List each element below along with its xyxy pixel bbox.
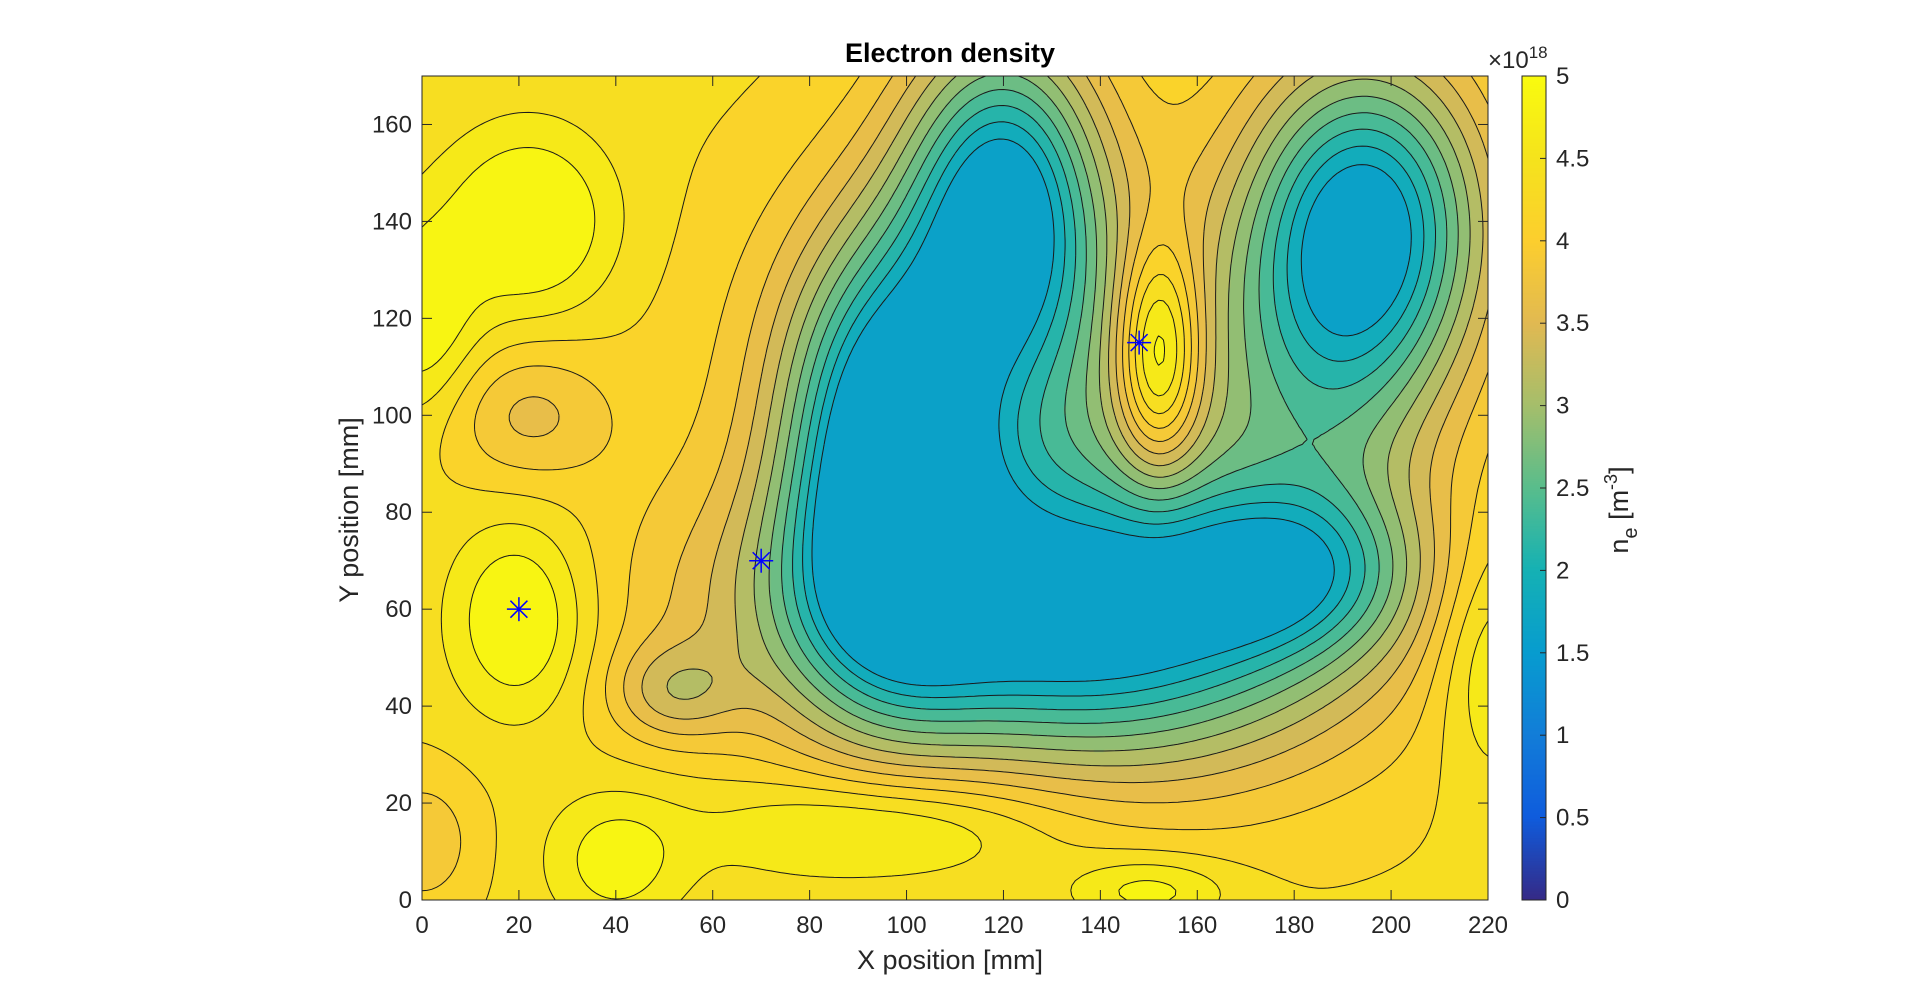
x-tick-label: 60 [699, 912, 726, 939]
x-tick-label: 0 [415, 912, 428, 939]
colorbar: 0 0.5 1 1.5 2 2.5 3 3.5 4 4.5 5 ×1018 ne [m-3] [1488, 43, 1642, 914]
x-axis: 0 20 40 60 80 100 120 140 160 180 200 220 [415, 76, 1508, 939]
asterisk-marker [749, 548, 774, 573]
x-tick-label: 100 [887, 912, 927, 939]
x-axis-label: X position [mm] [857, 945, 1043, 975]
colorbar-tick-label: 4.5 [1556, 145, 1589, 172]
colorbar-tick-label: 5 [1556, 63, 1569, 90]
markers [506, 330, 1152, 622]
colorbar-label: ne [m-3] [1601, 466, 1642, 553]
contour-line [811, 138, 1412, 687]
contour-line [666, 75, 1484, 767]
x-tick-label: 40 [602, 912, 629, 939]
x-tick-label: 140 [1080, 912, 1120, 939]
contour-line [421, 75, 1489, 901]
colorbar-tick-label: 0.5 [1556, 805, 1589, 832]
contour-line [768, 75, 1459, 738]
contour-line [421, 147, 1177, 901]
colorbar-label-subscript: e [1620, 527, 1642, 538]
y-tick-label: 120 [372, 305, 412, 332]
contour-line [421, 111, 1489, 901]
x-tick-label: 160 [1177, 912, 1217, 939]
colorbar-tick-label: 2 [1556, 557, 1569, 584]
contour-line [802, 121, 1425, 699]
colorbar-label-main: n [1604, 539, 1634, 554]
contour-line [421, 75, 1489, 892]
y-tick-label: 20 [385, 790, 412, 817]
x-tick-label: 80 [796, 912, 823, 939]
y-tick-label: 100 [372, 402, 412, 429]
y-tick-label: 160 [372, 111, 412, 138]
colorbar-tick-label: 3.5 [1556, 310, 1589, 337]
colorbar-tick-label: 3 [1556, 393, 1569, 420]
colorbar-label-unit-close: ] [1604, 466, 1634, 474]
colorbar-multiplier-base: ×10 [1488, 47, 1529, 74]
y-tick-label: 140 [372, 208, 412, 235]
x-tick-label: 220 [1468, 912, 1508, 939]
plot-frame [421, 75, 1489, 901]
y-tick-label: 0 [399, 887, 412, 914]
contour-line [641, 75, 1489, 784]
asterisk-marker [1127, 330, 1152, 355]
colorbar-tick-label: 2.5 [1556, 475, 1589, 502]
x-tick-label: 180 [1274, 912, 1314, 939]
colorbar-tick-label: 1.5 [1556, 640, 1589, 667]
y-tick-label: 60 [385, 596, 412, 623]
asterisk-marker [506, 597, 531, 622]
colorbar-tick-label: 0 [1556, 887, 1569, 914]
y-axis-label: Y position [mm] [334, 417, 364, 603]
colorbar-multiplier-exponent: 18 [1529, 43, 1548, 62]
contour-lines [421, 75, 1489, 901]
contour-fill [422, 76, 1488, 900]
contour-line [753, 75, 1471, 752]
colorbar-tick-label: 1 [1556, 722, 1569, 749]
colorbar-tick-label: 4 [1556, 228, 1569, 255]
colorbar-label-unit-open: [m [1604, 490, 1634, 528]
y-axis: 0 20 40 60 80 100 120 140 160 [372, 111, 1488, 914]
chart-title: Electron density [845, 38, 1055, 68]
colorbar-label-unit-exponent: -3 [1601, 474, 1621, 490]
y-tick-label: 40 [385, 693, 412, 720]
colorbar-ticks: 0 0.5 1 1.5 2 2.5 3 3.5 4 4.5 5 [1540, 63, 1589, 914]
x-tick-label: 200 [1371, 912, 1411, 939]
x-tick-label: 120 [983, 912, 1023, 939]
contour-line [792, 105, 1436, 711]
contour-line [781, 89, 1448, 724]
plot-area [421, 75, 1489, 901]
contour-line [508, 75, 1489, 804]
colorbar-multiplier: ×1018 [1488, 43, 1548, 74]
y-tick-label: 80 [385, 499, 412, 526]
x-tick-label: 20 [506, 912, 533, 939]
